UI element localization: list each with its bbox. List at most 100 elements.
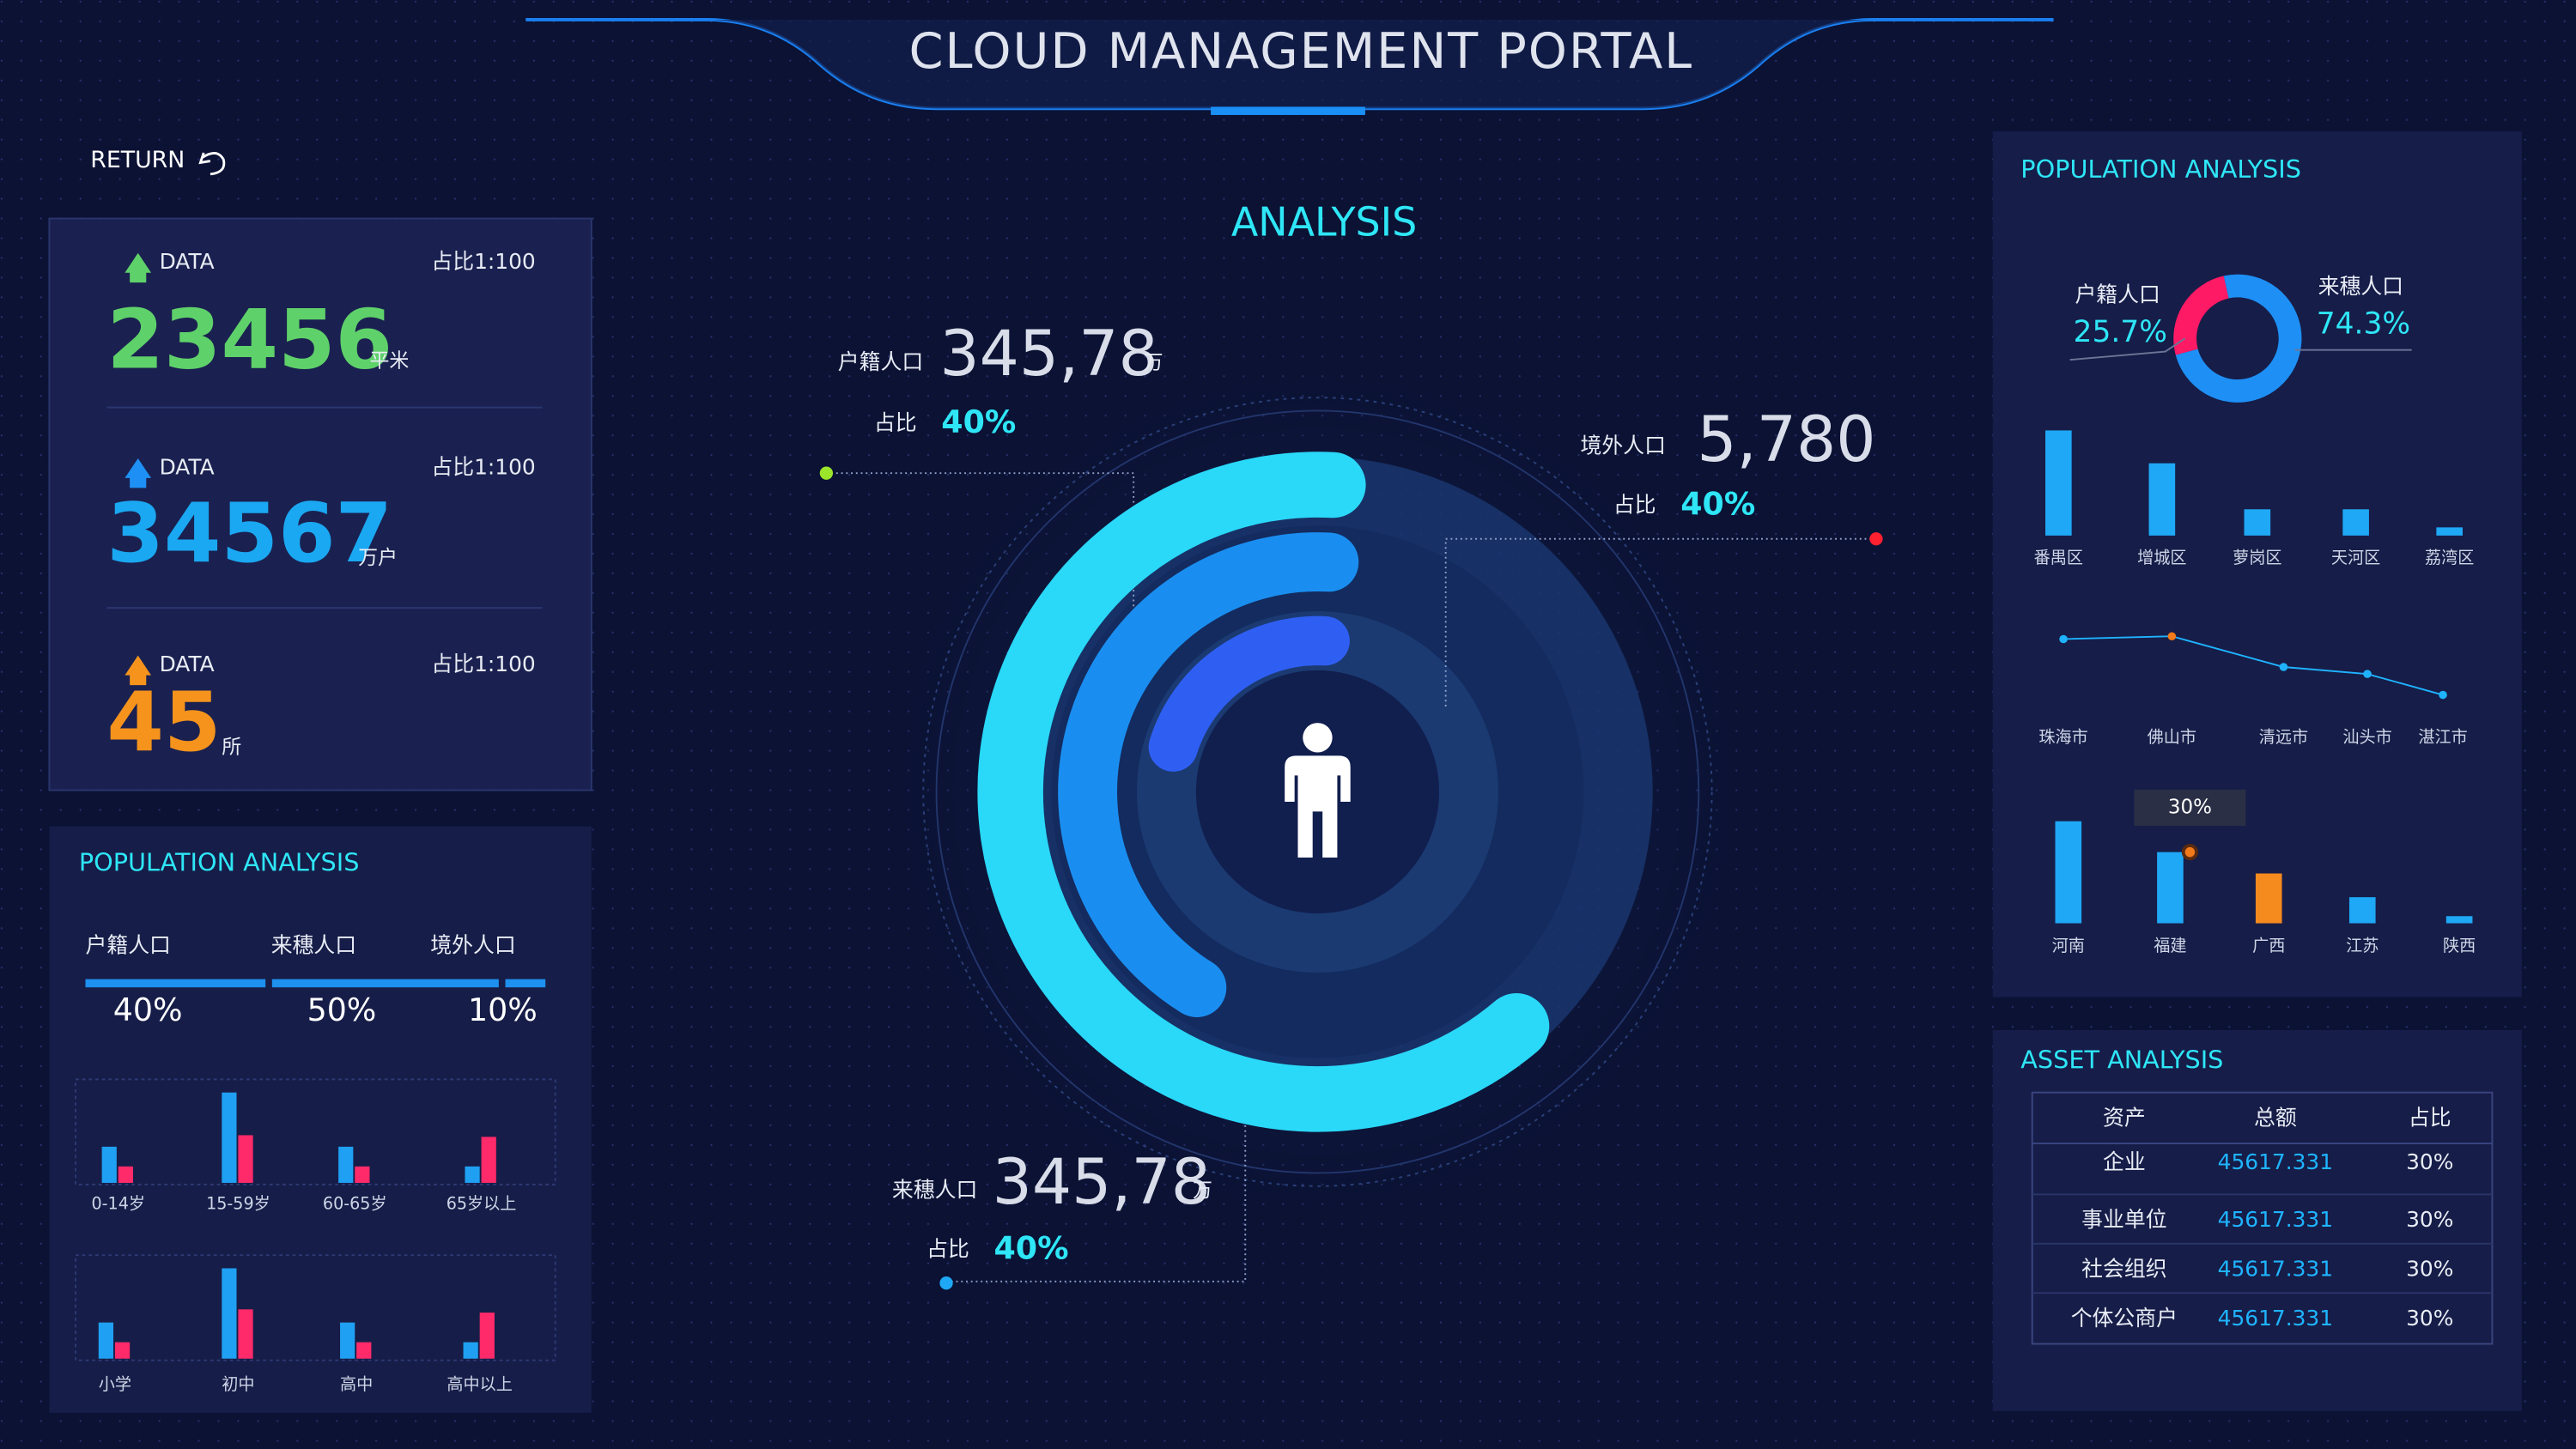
bar <box>356 1342 372 1359</box>
table-cell: 45617.331 <box>2218 1149 2333 1174</box>
bar <box>238 1309 253 1359</box>
callout-unit: 万 <box>1193 1179 1212 1202</box>
bar <box>2436 527 2463 536</box>
share-label: 户籍人口 <box>85 932 170 957</box>
stat-ratio: 占比1:100 <box>431 454 535 479</box>
table-cell: 45617.331 <box>2218 1306 2333 1331</box>
bar <box>2055 821 2082 924</box>
line-point <box>2439 690 2447 700</box>
page-title: CLOUD MANAGEMENT PORTAL <box>909 22 1694 80</box>
donut-segment <box>2173 276 2230 355</box>
table-cell: 30% <box>2406 1207 2453 1232</box>
x-tick-label: 番禺区 <box>2034 548 2083 567</box>
share-value: 50% <box>307 991 377 1028</box>
ring-arc <box>1058 532 1359 1017</box>
panel-title: POPULATION ANALYSIS <box>79 848 360 877</box>
share-value: 40% <box>113 991 183 1028</box>
tooltip-label: 30% <box>2168 796 2212 818</box>
x-tick-label: 清远市 <box>2259 727 2308 747</box>
callout-label: 境外人口 <box>1581 433 1666 458</box>
x-tick-label: 河南 <box>2052 936 2085 955</box>
share-segment <box>505 979 546 988</box>
x-tick-label: 天河区 <box>2331 548 2380 567</box>
bar <box>238 1135 253 1183</box>
return-icon[interactable] <box>198 152 226 176</box>
leader-dot <box>939 1276 953 1290</box>
leader-line <box>826 472 1135 658</box>
leader-dot <box>819 466 834 480</box>
stat-value: 34567 <box>106 485 392 581</box>
leader-line <box>946 1087 1247 1282</box>
bar <box>101 1146 117 1183</box>
callout-label: 户籍人口 <box>838 349 923 374</box>
stat-value: 23456 <box>106 291 392 387</box>
callout-share: 40% <box>1680 485 1755 522</box>
bar <box>2342 509 2369 536</box>
callout-unit: 万 <box>1144 351 1163 373</box>
bar <box>114 1342 131 1359</box>
callout-share: 40% <box>994 1229 1069 1266</box>
stat-unit: 万户 <box>358 547 398 569</box>
line-point <box>2059 634 2068 644</box>
table-cell: 45617.331 <box>2218 1256 2333 1281</box>
bar <box>2045 430 2072 536</box>
table-header: 总额 <box>2254 1105 2297 1130</box>
donut-label: 户籍人口 <box>2075 282 2160 306</box>
bar <box>479 1313 495 1359</box>
bar <box>2157 852 2184 924</box>
bar <box>222 1092 237 1183</box>
x-tick-label: 高中以上 <box>447 1374 512 1394</box>
panel-title: POPULATION ANALYSIS <box>2020 155 2301 184</box>
return-button[interactable]: RETURN <box>90 147 185 173</box>
table-cell: 社会组织 <box>2081 1256 2166 1281</box>
leader-line <box>1444 537 1876 710</box>
bar <box>340 1322 355 1359</box>
x-tick-label: 增城区 <box>2137 548 2186 567</box>
callout-value: 345,78 <box>939 318 1157 391</box>
bar <box>463 1342 478 1359</box>
x-tick-label: 初中 <box>222 1374 254 1394</box>
stat-icon <box>125 655 152 686</box>
stat-label: DATA <box>160 249 215 274</box>
table-header: 占比 <box>2409 1105 2451 1130</box>
asset-panel <box>1992 1029 2522 1411</box>
donut-segment <box>2175 274 2302 403</box>
ring-deco <box>935 409 1700 1174</box>
table-cell: 事业单位 <box>2081 1207 2166 1232</box>
stat-unit: 平米 <box>369 350 409 373</box>
callout-label: 来穗人口 <box>892 1178 977 1203</box>
bar <box>118 1166 133 1183</box>
table-cell: 30% <box>2406 1149 2453 1174</box>
x-tick-label: 陕西 <box>2443 936 2476 955</box>
ring-arc <box>1148 615 1350 772</box>
x-tick-label: 小学 <box>99 1374 131 1394</box>
person-icon <box>1285 723 1351 858</box>
stats-panel <box>48 217 592 791</box>
bar <box>222 1268 237 1359</box>
table-cell: 个体公商户 <box>2071 1306 2178 1331</box>
donut-value: 25.7% <box>2074 315 2167 349</box>
tooltip <box>2134 789 2246 827</box>
bar <box>2348 897 2376 924</box>
bar <box>355 1166 370 1183</box>
bar <box>481 1137 496 1183</box>
callout-share-label: 占比 <box>927 1236 969 1261</box>
bar <box>338 1146 354 1183</box>
x-tick-label: 萝岗区 <box>2233 548 2281 567</box>
table-cell: 30% <box>2406 1256 2453 1281</box>
stat-label: DATA <box>160 454 215 479</box>
bar <box>465 1166 480 1183</box>
x-tick-label: 广西 <box>2252 936 2285 955</box>
panel-title: ASSET ANALYSIS <box>2020 1045 2223 1074</box>
stat-unit: 所 <box>222 736 241 758</box>
x-tick-label: 60-65岁 <box>323 1193 387 1213</box>
x-tick-label: 佛山市 <box>2148 727 2196 747</box>
callout-share-label: 占比 <box>1613 492 1656 517</box>
share-label: 境外人口 <box>430 932 515 957</box>
x-tick-label: 福建 <box>2154 936 2186 955</box>
donut-label: 来穗人口 <box>2318 274 2403 299</box>
ring-deco <box>922 397 1713 1187</box>
line-point <box>2363 670 2372 678</box>
